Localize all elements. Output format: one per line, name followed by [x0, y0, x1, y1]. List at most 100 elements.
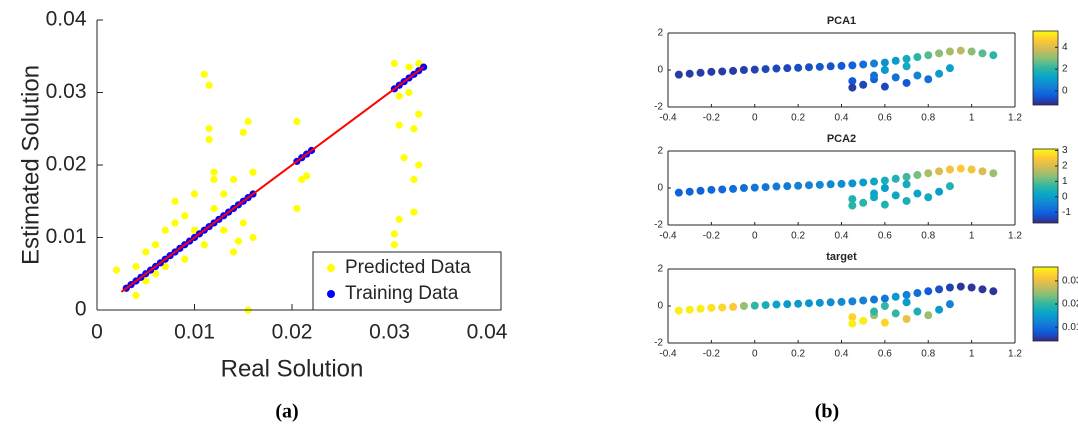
x-tick-label: 0.01 — [174, 321, 215, 344]
data-point — [707, 67, 716, 76]
data-point — [902, 180, 911, 189]
x-tick-label: -0.4 — [659, 231, 677, 242]
y-tick-label: 0.01 — [46, 225, 87, 248]
x-tick-label: 1.2 — [1008, 231, 1022, 242]
y-tick-label: 0.02 — [46, 153, 87, 176]
data-point — [945, 182, 954, 191]
y-tick-label: 2 — [657, 28, 663, 39]
data-point — [739, 302, 748, 310]
y-tick-label: -2 — [654, 220, 663, 231]
legend-box — [312, 251, 502, 311]
x-tick-label: 0.8 — [921, 231, 935, 242]
data-point — [848, 61, 857, 70]
data-point — [405, 63, 413, 71]
fit-line — [120, 66, 425, 293]
caption: (a) — [275, 401, 298, 423]
data-point — [945, 300, 954, 309]
colorbar-tick-label: 0.02 — [1062, 299, 1078, 310]
data-point — [190, 190, 199, 198]
data-point — [880, 66, 889, 74]
data-point — [205, 81, 213, 89]
axes: 0 0.01 0.02 0.03 0.04 0 0.01 0.02 0.03 0.04 Real S… — [17, 8, 507, 383]
y-tick-label: 0 — [657, 65, 663, 76]
colorbar-tick-label: -1 — [1062, 207, 1071, 218]
data-point — [205, 136, 213, 144]
data-point — [902, 62, 911, 71]
x-tick-label: 0.6 — [878, 349, 892, 360]
caption: (b) — [815, 401, 839, 423]
colorbar — [1032, 266, 1059, 342]
data-point — [891, 309, 900, 318]
legend-marker — [327, 290, 335, 298]
x-tick-label: -0.4 — [659, 113, 677, 124]
data-point — [293, 204, 301, 213]
data-point — [837, 61, 846, 70]
data-point — [171, 197, 179, 205]
colorbar-tick-label: 4 — [1062, 42, 1068, 53]
data-point — [181, 212, 189, 220]
y-tick-label: 0 — [657, 301, 663, 312]
data-point — [200, 70, 208, 78]
x-tick-label: 0.02 — [272, 321, 313, 344]
data-point — [200, 241, 208, 249]
data-point — [410, 208, 418, 216]
data-point — [978, 167, 987, 176]
data-point — [989, 51, 998, 60]
data-point — [935, 69, 944, 78]
y-axis-label: Estimated Solution — [17, 65, 44, 265]
data-point — [945, 165, 954, 174]
data-point — [804, 181, 813, 190]
x-tick-label: 0.8 — [921, 113, 935, 124]
data-point — [395, 215, 403, 223]
data-point — [880, 176, 889, 185]
y-tick-label: 0.04 — [46, 8, 87, 31]
data-point — [902, 196, 911, 205]
y-tick-label: 2 — [657, 264, 663, 275]
data-point — [729, 184, 738, 193]
data-point — [978, 49, 987, 58]
data-point — [390, 241, 398, 249]
x-tick-label: 1 — [969, 349, 975, 360]
data-point — [902, 314, 911, 323]
data-point — [826, 62, 835, 71]
data-point — [924, 169, 933, 178]
data-point — [410, 175, 418, 184]
data-point — [956, 164, 965, 173]
data-point — [880, 184, 889, 192]
data-point — [837, 179, 846, 188]
data-point — [924, 311, 933, 320]
y-tick-label: -2 — [654, 102, 663, 113]
colorbar-tick-label: 1 — [1062, 176, 1068, 187]
data-point — [794, 63, 803, 72]
data-point — [815, 180, 824, 189]
data-point — [783, 300, 792, 309]
data-point — [415, 161, 423, 169]
x-tick-label: 0 — [752, 349, 758, 360]
x-tick-label: -0.2 — [703, 349, 721, 360]
x-tick-label: 0.04 — [467, 321, 508, 344]
data-point — [783, 182, 792, 191]
data-point — [891, 292, 900, 301]
x-tick-label: 1 — [969, 231, 975, 242]
data-point — [210, 204, 218, 213]
data-point — [848, 77, 857, 86]
data-point — [913, 289, 922, 298]
data-point — [891, 56, 900, 65]
data-point — [902, 172, 911, 181]
data-point — [880, 302, 889, 310]
data-point — [891, 174, 900, 183]
x-tick-label: 0.6 — [878, 113, 892, 124]
data-point — [244, 117, 252, 126]
data-point — [410, 125, 418, 133]
y-tick-label: 0.03 — [46, 80, 87, 103]
data-point — [142, 248, 150, 256]
x-tick-label: 0 — [752, 231, 758, 242]
data-point — [913, 189, 922, 198]
data-point — [870, 295, 879, 304]
data-point — [750, 65, 759, 74]
data-point — [390, 230, 398, 238]
data-point — [761, 183, 770, 192]
data-point — [707, 303, 716, 312]
data-point — [804, 63, 813, 72]
